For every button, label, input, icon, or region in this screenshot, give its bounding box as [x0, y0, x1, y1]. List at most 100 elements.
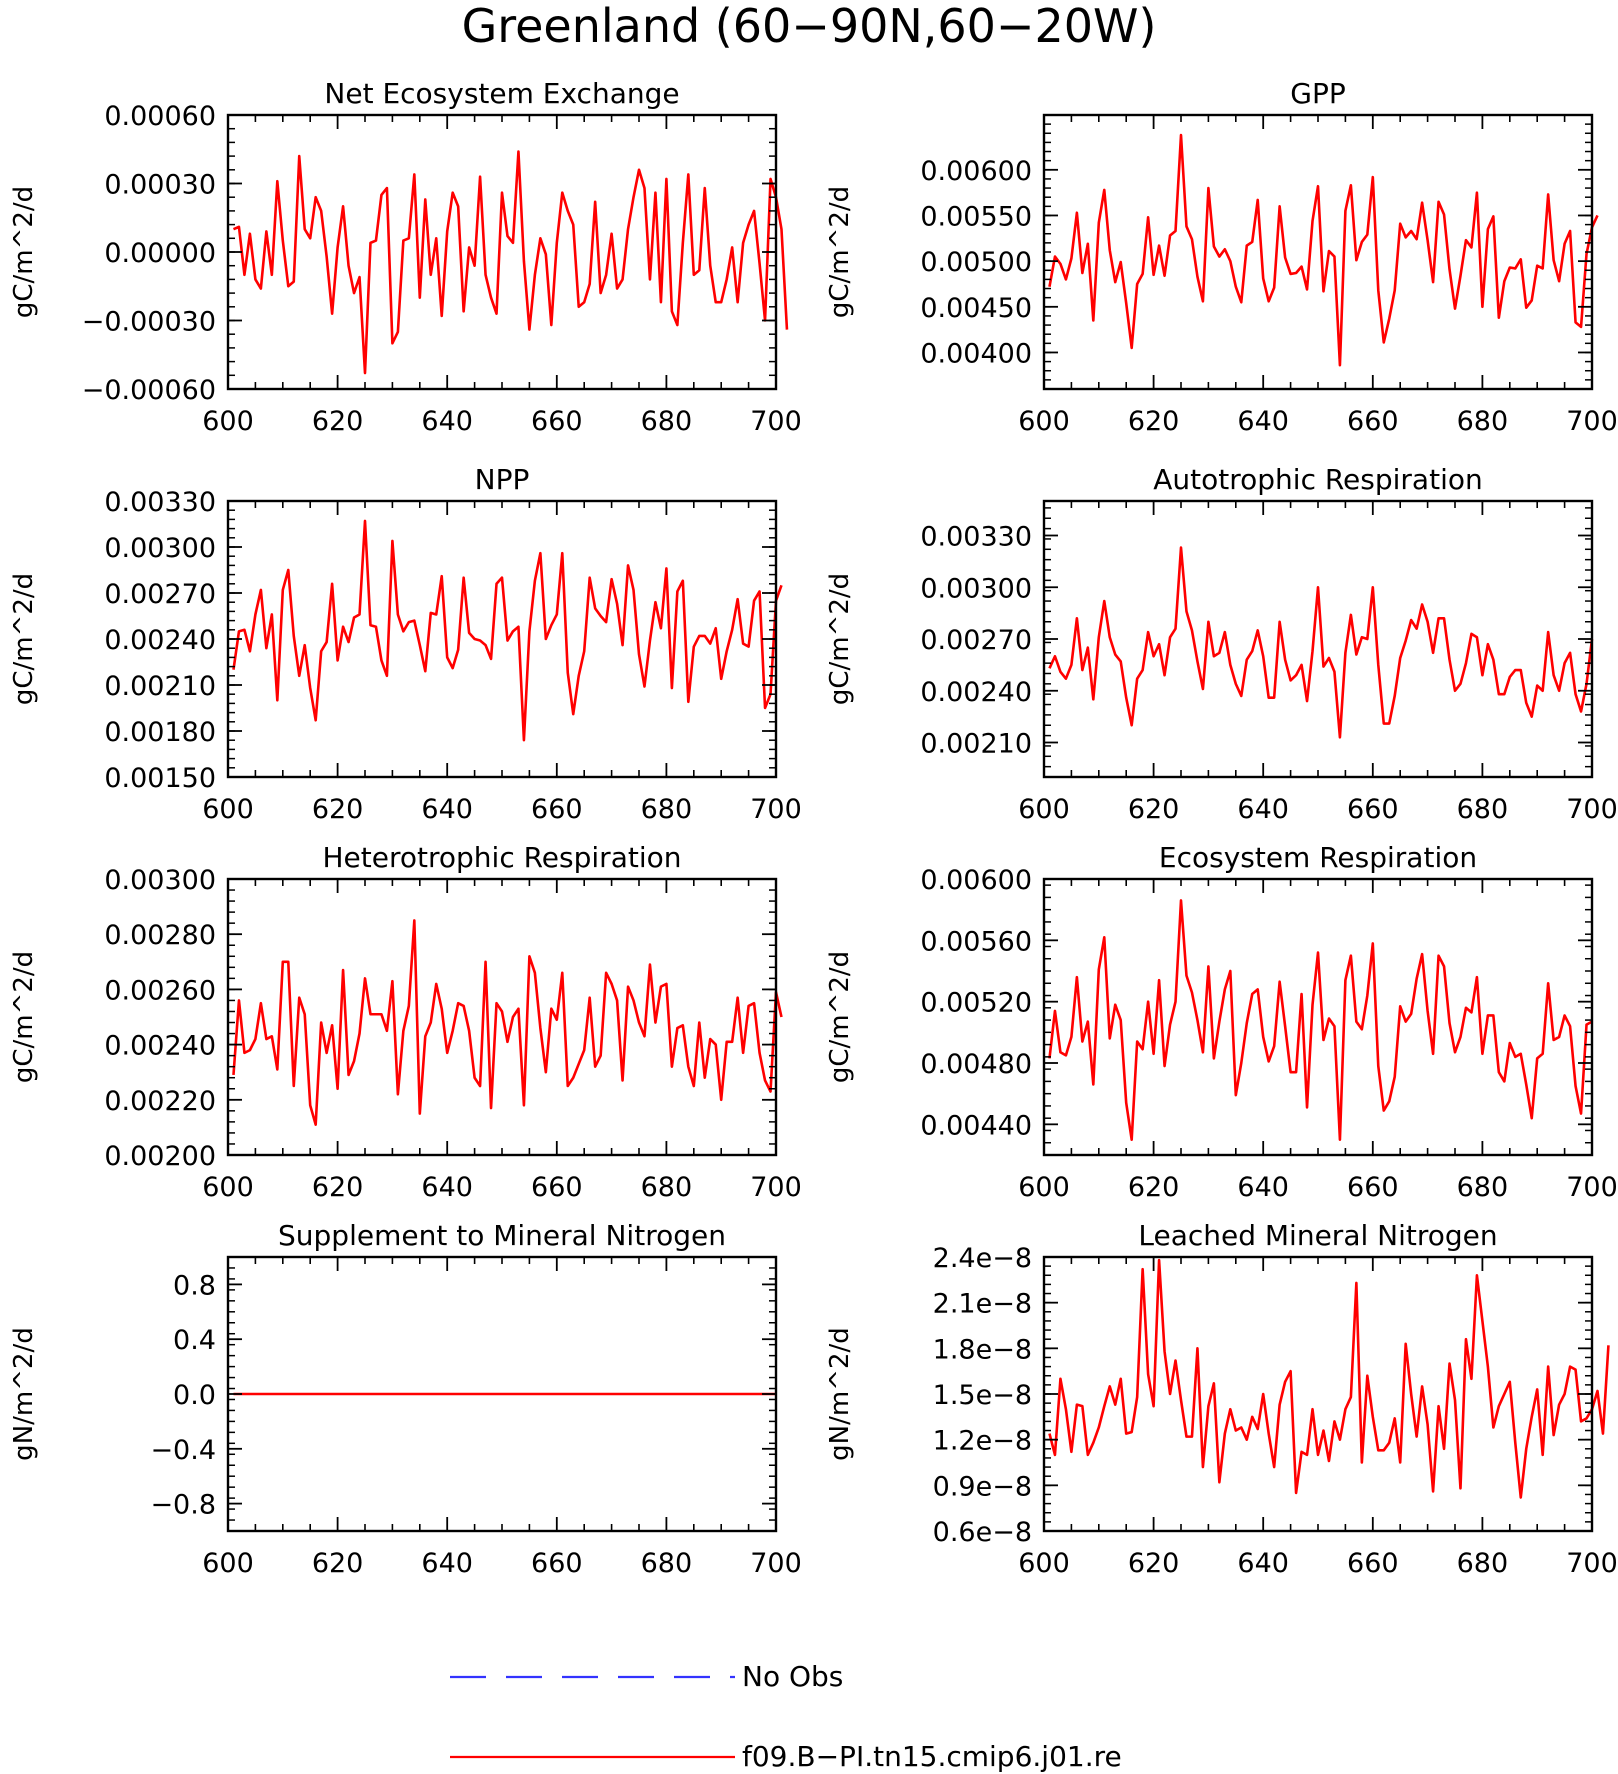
y-tick-label: 0.00210 — [104, 671, 216, 702]
x-tick-label: 620 — [312, 1548, 364, 1579]
x-tick-label: 700 — [1566, 794, 1618, 825]
x-tick-label: 680 — [641, 1548, 693, 1579]
legend-label-model: f09.B−PI.tn15.cmip6.j01.re — [742, 1740, 1122, 1773]
panel-title: NPP — [475, 463, 530, 496]
y-tick-label: 0.00240 — [920, 677, 1032, 708]
y-tick-label: 0.00200 — [104, 1141, 216, 1172]
x-tick-label: 620 — [312, 1172, 364, 1203]
y-tick-label: 0.00440 — [920, 1110, 1032, 1141]
panel-title: Heterotrophic Respiration — [323, 841, 682, 874]
x-tick-label: 700 — [750, 1172, 802, 1203]
series-line — [1048, 546, 1594, 739]
x-tick-label: 660 — [1347, 1172, 1399, 1203]
x-tick-label: 700 — [1566, 1172, 1618, 1203]
chart-panel-4: 600 620 640 660 680 700 0.00210 0.00240 0.00270 0… — [825, 463, 1618, 825]
plot-frame — [226, 499, 778, 779]
x-tick-label: 640 — [1237, 1548, 1289, 1579]
figure-title: Greenland (60−90N,60−20W) — [462, 0, 1157, 53]
x-tick-label: 640 — [421, 406, 473, 437]
y-tick-label: 2.4e−8 — [933, 1243, 1032, 1274]
x-tick-label: 700 — [750, 794, 802, 825]
x-tick-label: 660 — [531, 1172, 583, 1203]
legend-label-no-obs: No Obs — [742, 1660, 843, 1693]
x-tick-label: 660 — [1347, 794, 1399, 825]
y-tick-label: 2.1e−8 — [933, 1289, 1032, 1320]
y-tick-label: 1.2e−8 — [933, 1426, 1032, 1457]
panel-title: GPP — [1290, 77, 1345, 110]
panel-title: Leached Mineral Nitrogen — [1138, 1219, 1497, 1252]
y-tick-label: 0.00330 — [920, 522, 1032, 553]
x-tick-label: 700 — [1566, 1548, 1618, 1579]
y-tick-label: 0.00300 — [104, 533, 216, 564]
y-tick-label: 0.00180 — [104, 717, 216, 748]
chart-panel-6: 600 620 640 660 680 700 0.00440 0.00480 0.00520 0… — [825, 841, 1618, 1203]
chart-panel-1: 600 620 640 660 680 700 −0.00060 −0.00030 0.0000… — [9, 77, 802, 437]
chart-panel-8: 600 620 640 660 680 700 0.6e−8 0.9e−8 1.2e−8 1.5e… — [825, 1219, 1618, 1579]
y-tick-label: 0.00300 — [104, 865, 216, 896]
x-tick-label: 660 — [531, 1548, 583, 1579]
y-tick-label: 0.00220 — [104, 1086, 216, 1117]
y-tick-label: 0.00280 — [104, 920, 216, 951]
y-tick-label: 0.0 — [173, 1380, 216, 1411]
series-line — [232, 919, 783, 1126]
x-tick-label: 680 — [641, 406, 693, 437]
y-axis-label: gC/m^2/d — [825, 573, 855, 705]
x-tick-label: 640 — [421, 794, 473, 825]
x-tick-label: 620 — [312, 794, 364, 825]
y-tick-label: 0.00400 — [920, 338, 1032, 369]
plot-frame — [1042, 499, 1594, 779]
y-tick-label: 0.00600 — [920, 156, 1032, 187]
y-axis-label: gC/m^2/d — [9, 186, 39, 318]
x-tick-label: 680 — [1457, 406, 1509, 437]
y-axis-label: gN/m^2/d — [825, 1327, 855, 1461]
y-tick-label: 0.00240 — [104, 625, 216, 656]
y-tick-label: 1.8e−8 — [933, 1334, 1032, 1365]
y-tick-label: 0.00210 — [920, 729, 1032, 760]
y-tick-label: 0.00480 — [920, 1049, 1032, 1080]
y-tick-label: 0.6e−8 — [933, 1517, 1032, 1548]
x-tick-label: 660 — [531, 406, 583, 437]
y-tick-label: 1.5e−8 — [933, 1380, 1032, 1411]
y-tick-label: 0.00520 — [920, 988, 1032, 1019]
chart-panel-2: 600 620 640 660 680 700 0.00400 0.00450 0.00500 0… — [825, 77, 1618, 437]
y-tick-label: 0.00600 — [920, 865, 1032, 896]
plot-frame — [1042, 113, 1594, 391]
x-tick-label: 600 — [202, 1172, 254, 1203]
x-tick-label: 640 — [421, 1172, 473, 1203]
series-line — [232, 519, 783, 742]
x-tick-label: 600 — [1018, 1548, 1070, 1579]
x-tick-label: 640 — [1237, 1172, 1289, 1203]
x-tick-label: 660 — [1347, 1548, 1399, 1579]
series-line — [232, 150, 789, 375]
chart-panel-7: 600 620 640 660 680 700 −0.8 −0.4 0.0 0.4 0.8 Suppl… — [9, 1219, 802, 1579]
y-tick-label: 0.00270 — [104, 579, 216, 610]
y-tick-label: 0.00560 — [920, 926, 1032, 957]
x-tick-label: 640 — [421, 1548, 473, 1579]
x-tick-label: 600 — [202, 1548, 254, 1579]
panels: 600 620 640 660 680 700 −0.00060 −0.00030 0.0000… — [9, 77, 1618, 1579]
x-tick-label: 620 — [1128, 406, 1180, 437]
chart-panel-5: 600 620 640 660 680 700 0.00200 0.00220 0.00240 0… — [9, 841, 802, 1203]
x-tick-label: 700 — [750, 406, 802, 437]
x-tick-label: 660 — [1347, 406, 1399, 437]
y-tick-label: 0.8 — [173, 1270, 216, 1301]
y-tick-label: 0.00550 — [920, 201, 1032, 232]
y-axis-label: gC/m^2/d — [825, 186, 855, 318]
panel-title: Autotrophic Respiration — [1153, 463, 1482, 496]
y-tick-label: 0.4 — [173, 1325, 216, 1356]
y-tick-label: −0.00030 — [82, 307, 216, 338]
y-tick-label: 0.00270 — [920, 625, 1032, 656]
y-tick-label: −0.8 — [150, 1490, 216, 1521]
x-tick-label: 660 — [531, 794, 583, 825]
y-tick-label: 0.00300 — [920, 573, 1032, 604]
x-tick-label: 640 — [1237, 794, 1289, 825]
x-tick-label: 600 — [1018, 1172, 1070, 1203]
y-tick-label: 0.00150 — [104, 763, 216, 794]
y-tick-label: 0.00450 — [920, 293, 1032, 324]
panel-title: Ecosystem Respiration — [1159, 841, 1477, 874]
y-tick-label: 0.00260 — [104, 975, 216, 1006]
y-tick-label: 0.00030 — [104, 170, 216, 201]
y-axis-label: gN/m^2/d — [9, 1327, 39, 1461]
x-tick-label: 680 — [1457, 794, 1509, 825]
